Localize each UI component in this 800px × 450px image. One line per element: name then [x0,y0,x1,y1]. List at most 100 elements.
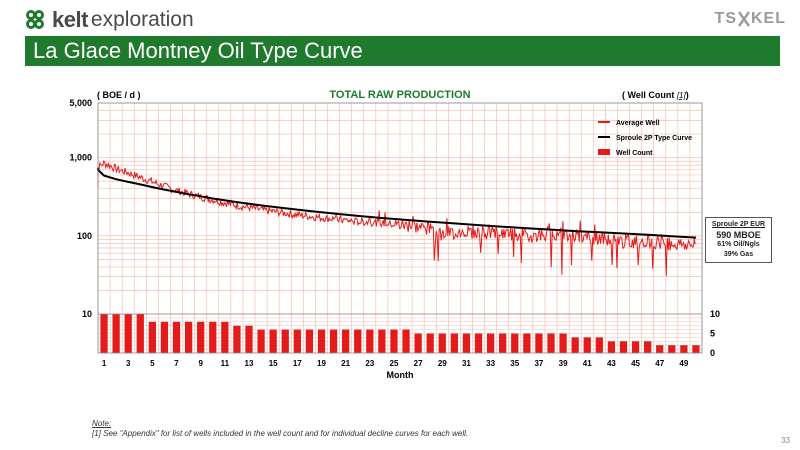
partner-logo: TS KEL [715,10,786,28]
x-tick-label: 9 [198,359,203,368]
well-count-bar [197,321,205,353]
well-count-bar [438,333,446,353]
well-count-bar [402,329,410,353]
x-tick-label: 27 [414,359,423,368]
x-tick-label: 13 [245,359,254,368]
partner-logo-right: KEL [751,10,786,27]
well-count-bar [257,329,265,353]
chart-legend: Average Well Sproule 2P Type Curve Well Co… [598,120,692,157]
company-logo: kelt exploration [22,6,194,34]
count-tick-label: 0 [710,348,715,358]
well-count-bar [329,329,338,353]
well-count-bar [390,329,398,353]
legend-label: Well Count [616,150,653,157]
well-count-bar [450,333,458,353]
x-tick-label: 39 [559,359,568,368]
eur-gas-share: 39% Gas [723,251,754,258]
well-count-bar [100,314,108,353]
well-count-bar [523,333,531,353]
well-count-bar [486,333,495,353]
y-tick-label: 5,000 [69,98,92,108]
average-well-line [97,160,696,277]
x-tick-label: 11 [221,359,230,368]
x-tick-label: 19 [317,359,326,368]
y-axis-label-left: ( BOE / d ) [97,90,141,100]
x-tick-label: 45 [631,359,640,368]
well-count-bar [124,314,132,353]
well-count-bar [535,333,543,353]
well-count-bar [354,329,362,353]
well-count-bar [112,314,120,353]
chart-title: TOTAL RAW PRODUCTION [329,89,470,101]
well-count-bar [680,345,688,353]
well-count-bar [619,341,628,353]
well-count-bar [583,337,591,353]
x-tick-label: 15 [269,359,278,368]
logo-light-text: exploration [90,8,194,31]
x-tick-label: 37 [534,359,543,368]
well-count-bar [221,321,229,353]
x-tick-label: 17 [293,359,302,368]
well-count-bar [692,345,700,353]
well-count-bar [644,341,652,353]
partner-mark-icon [738,11,750,27]
well-count-bar [209,321,217,353]
note-label: Note: [92,419,112,428]
well-count-bar [499,333,507,353]
x-axis-label: Month [387,370,414,380]
x-tick-label: 35 [510,359,519,368]
x-tick-label: 1 [102,359,107,368]
x-tick-label: 41 [583,359,592,368]
well-count-bar [233,325,241,353]
y-tick-label: 1,000 [69,153,92,163]
well-count-bar [366,329,374,353]
well-count-bar [342,329,350,353]
x-tick-label: 47 [655,359,664,368]
count-tick-label: 10 [710,309,720,319]
footnote: [1] See "Appendix" for list of wells inc… [92,429,469,438]
well-count-bar [378,329,386,353]
well-count-bar [656,345,664,353]
x-tick-label: 33 [486,359,495,368]
well-count-bar [607,341,616,353]
x-tick-label: 7 [174,359,179,368]
well-count-bar [317,329,326,353]
y-tick-label: 10 [82,309,92,319]
well-count-bar [148,321,156,353]
partner-logo-left: TS [714,10,737,27]
x-tick-label: 3 [126,359,131,368]
legend-label: Sproule 2P Type Curve [616,135,692,142]
eur-summary-box: Sproule 2P EUR 590 MBOE 61% Oil/Ngls 39%… [705,217,772,263]
well-count-bar [595,337,603,353]
well-count-bar [462,333,471,353]
well-count-bar [668,345,676,353]
x-tick-label: 5 [150,359,155,368]
x-tick-label: 25 [390,359,399,368]
well-count-bar [571,337,579,353]
well-count-bar [160,321,169,353]
plot-border [97,102,703,354]
y-axis-label-right-text: ( Well Count [622,90,677,100]
eur-title: Sproule 2P EUR [711,221,766,228]
logo-bold-text: kelt [52,7,88,32]
well-count-bar [547,333,555,353]
well-count-bar [305,329,314,353]
well-count-bar [172,321,181,353]
eur-value: 590 MBOE [716,230,761,240]
well-count-bar [474,333,483,353]
well-count-bar [426,333,434,353]
y-axis-label-right-ref: [1] [676,91,687,100]
type-curve-line [97,167,697,239]
well-count-bar [269,329,277,353]
legend-label: Average Well [616,120,660,127]
page-title: La Glace Montney Oil Type Curve [33,38,363,63]
well-count-bar [184,321,193,353]
x-tick-label: 31 [462,359,471,368]
count-tick-label: 5 [710,329,715,339]
x-tick-label: 21 [341,359,350,368]
chart-lines [97,160,697,277]
eur-oil-share: 61% Oil/Ngls [717,241,760,248]
page-number: 33 [781,436,790,445]
